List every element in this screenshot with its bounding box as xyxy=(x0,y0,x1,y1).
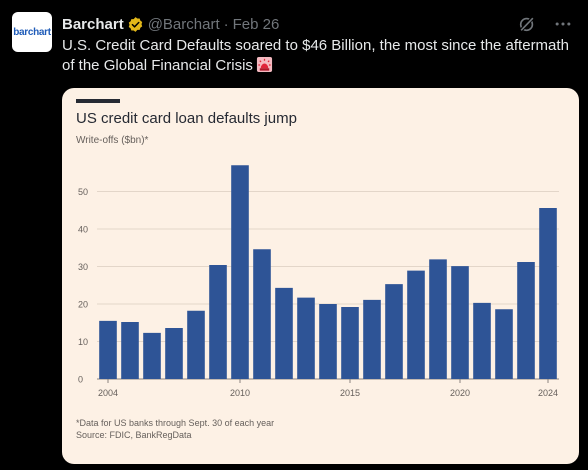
header-actions xyxy=(518,15,572,33)
bar-2020 xyxy=(451,266,469,379)
bar-2023 xyxy=(517,262,535,379)
display-name[interactable]: Barchart xyxy=(62,15,124,33)
chart-image[interactable]: US credit card loan defaults jump Write-… xyxy=(62,88,579,464)
tweet-text: U.S. Credit Card Defaults soared to $46 … xyxy=(62,36,572,76)
y-tick-label: 40 xyxy=(78,225,88,235)
bar-2019 xyxy=(429,259,447,379)
bar-2004 xyxy=(99,320,117,379)
y-tick-label: 50 xyxy=(78,187,88,197)
y-tick-label: 20 xyxy=(78,300,88,310)
chart-ylabel: Write-offs ($bn)* xyxy=(76,135,149,146)
siren-emoji-icon xyxy=(256,56,272,73)
y-tick-label: 10 xyxy=(78,337,88,347)
bar-2005 xyxy=(121,322,139,379)
x-tick-label: 2004 xyxy=(98,388,118,398)
post-date[interactable]: Feb 26 xyxy=(232,15,280,33)
chart-footnote: *Data for US banks through Sept. 30 of e… xyxy=(76,418,275,428)
tweet-body: U.S. Credit Card Defaults soared to $46 … xyxy=(62,37,569,74)
separator-dot: · xyxy=(223,15,229,33)
bar-2021 xyxy=(473,302,491,379)
bar-2015 xyxy=(341,307,359,379)
bar-2022 xyxy=(495,309,513,379)
grok-icon[interactable] xyxy=(518,15,536,33)
y-tick-label: 0 xyxy=(78,375,83,385)
x-tick-label: 2010 xyxy=(230,388,250,398)
x-tick-label: 2015 xyxy=(340,388,360,398)
y-tick-label: 30 xyxy=(78,262,88,272)
barchart-avatar[interactable]: barchart xyxy=(12,12,52,52)
x-tick-label: 2020 xyxy=(450,388,470,398)
bar-2006 xyxy=(143,332,161,379)
bar-2010 xyxy=(231,165,249,379)
bar-2009 xyxy=(209,265,227,379)
bar-chart: 0 10 20 30 40 50 2004 2010 2015 2020 2024 xyxy=(78,165,559,398)
bar-2012 xyxy=(275,287,293,379)
chart-title: US credit card loan defaults jump xyxy=(76,110,297,127)
title-rule xyxy=(76,99,120,103)
bar-2014 xyxy=(319,304,337,379)
bar-2024 xyxy=(539,208,557,379)
bar-2008 xyxy=(187,310,205,379)
tweet-header: Barchart @Barchart · Feb 26 xyxy=(62,13,572,35)
chart-source: Source: FDIC, BankRegData xyxy=(76,430,192,440)
x-tick-label: 2024 xyxy=(538,388,558,398)
verified-badge-icon[interactable] xyxy=(127,16,144,33)
more-icon[interactable] xyxy=(554,15,572,33)
bar-2016 xyxy=(363,299,381,379)
bar-2013 xyxy=(297,297,315,379)
user-handle[interactable]: @Barchart xyxy=(147,15,220,33)
bar-2007 xyxy=(165,328,183,379)
bar-2017 xyxy=(385,284,403,379)
bar-2011 xyxy=(253,249,271,379)
bar-2018 xyxy=(407,270,425,379)
avatar-logo-text: barchart xyxy=(13,26,51,38)
